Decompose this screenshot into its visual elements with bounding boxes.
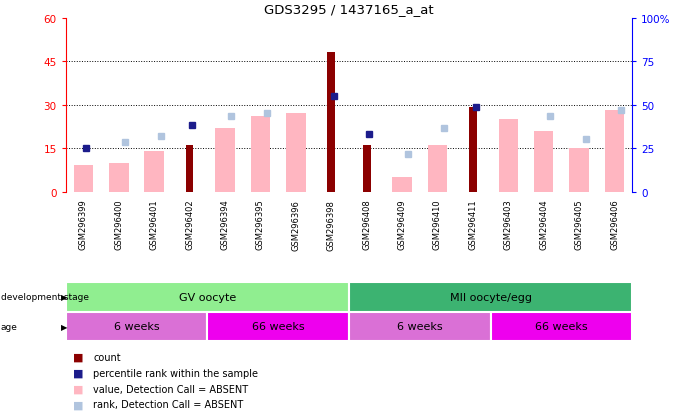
- Bar: [207, 313, 349, 341]
- Text: MII oocyte/egg: MII oocyte/egg: [450, 292, 531, 302]
- Text: ▶: ▶: [61, 322, 67, 331]
- Bar: [328, 53, 335, 192]
- Text: 6 weeks: 6 weeks: [113, 322, 160, 332]
- Bar: [109, 163, 129, 192]
- Text: age: age: [1, 322, 17, 331]
- Text: ■: ■: [73, 399, 83, 409]
- Bar: [469, 108, 477, 192]
- Text: percentile rank within the sample: percentile rank within the sample: [93, 368, 258, 378]
- Text: development stage: development stage: [1, 292, 88, 301]
- Bar: [569, 149, 589, 192]
- Text: ▶: ▶: [61, 292, 67, 301]
- Text: GSM296399: GSM296399: [79, 199, 88, 250]
- Bar: [491, 313, 632, 341]
- Bar: [74, 166, 93, 192]
- Text: value, Detection Call = ABSENT: value, Detection Call = ABSENT: [93, 384, 248, 394]
- Text: GV oocyte: GV oocyte: [179, 292, 236, 302]
- Text: 66 weeks: 66 weeks: [535, 322, 588, 332]
- Text: GSM296395: GSM296395: [256, 199, 265, 250]
- Bar: [216, 128, 235, 192]
- Text: ■: ■: [73, 384, 83, 394]
- Text: GSM296402: GSM296402: [185, 199, 194, 249]
- Bar: [66, 313, 207, 341]
- Bar: [605, 111, 624, 192]
- Text: GSM296396: GSM296396: [292, 199, 301, 250]
- Bar: [428, 146, 447, 192]
- Bar: [349, 313, 491, 341]
- Bar: [349, 282, 632, 312]
- Text: GSM296394: GSM296394: [220, 199, 229, 250]
- Bar: [499, 120, 518, 192]
- Text: GSM296410: GSM296410: [433, 199, 442, 249]
- Bar: [186, 146, 193, 192]
- Text: count: count: [93, 352, 121, 362]
- Bar: [144, 152, 164, 192]
- Text: rank, Detection Call = ABSENT: rank, Detection Call = ABSENT: [93, 399, 243, 409]
- Bar: [251, 117, 270, 192]
- Text: ■: ■: [73, 352, 83, 362]
- Bar: [392, 178, 412, 192]
- Text: GSM296398: GSM296398: [327, 199, 336, 250]
- Text: GSM296404: GSM296404: [539, 199, 548, 249]
- Text: 6 weeks: 6 weeks: [397, 322, 443, 332]
- Text: GSM296409: GSM296409: [397, 199, 406, 249]
- Text: GSM296400: GSM296400: [114, 199, 123, 249]
- Bar: [534, 131, 553, 192]
- Bar: [363, 146, 370, 192]
- Text: GSM296406: GSM296406: [610, 199, 619, 250]
- Text: GSM296403: GSM296403: [504, 199, 513, 250]
- Title: GDS3295 / 1437165_a_at: GDS3295 / 1437165_a_at: [264, 3, 434, 16]
- Text: GSM296401: GSM296401: [150, 199, 159, 249]
- Bar: [66, 282, 349, 312]
- Text: GSM296405: GSM296405: [575, 199, 584, 249]
- Text: ■: ■: [73, 368, 83, 378]
- Text: GSM296411: GSM296411: [468, 199, 477, 249]
- Bar: [286, 114, 305, 192]
- Text: 66 weeks: 66 weeks: [252, 322, 305, 332]
- Text: GSM296408: GSM296408: [362, 199, 371, 250]
